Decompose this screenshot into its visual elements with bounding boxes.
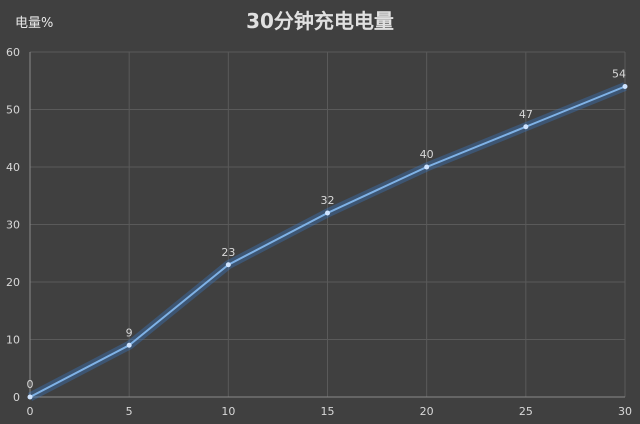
y-tick-label: 0 xyxy=(13,391,20,404)
data-label: 9 xyxy=(126,326,133,339)
data-point xyxy=(622,84,628,89)
x-tick-label: 30 xyxy=(618,405,632,418)
data-point xyxy=(523,124,529,130)
x-tick-label: 20 xyxy=(420,405,434,418)
data-label: 47 xyxy=(519,108,533,121)
chart-title: 30分钟充电电量 xyxy=(246,9,394,33)
data-label: 32 xyxy=(321,194,335,207)
data-label: 40 xyxy=(420,148,434,161)
data-point xyxy=(126,342,132,348)
data-point xyxy=(325,210,330,216)
data-point xyxy=(225,262,231,268)
y-tick-label: 30 xyxy=(6,219,20,232)
x-tick-label: 0 xyxy=(27,405,34,418)
data-label: 23 xyxy=(221,246,235,259)
data-point xyxy=(27,394,33,400)
y-tick-label: 20 xyxy=(6,276,20,289)
y-tick-label: 40 xyxy=(6,161,20,174)
x-tick-label: 15 xyxy=(321,405,335,418)
data-point xyxy=(424,164,430,170)
y-axis-label: 电量% xyxy=(15,16,53,31)
x-tick-label: 5 xyxy=(126,405,133,418)
data-label: 0 xyxy=(27,378,34,391)
y-tick-label: 60 xyxy=(6,46,20,59)
y-tick-label: 10 xyxy=(6,334,20,347)
x-tick-label: 25 xyxy=(519,405,533,418)
y-tick-label: 50 xyxy=(6,104,20,117)
x-tick-label: 10 xyxy=(221,405,235,418)
data-label: 54 xyxy=(612,68,626,81)
